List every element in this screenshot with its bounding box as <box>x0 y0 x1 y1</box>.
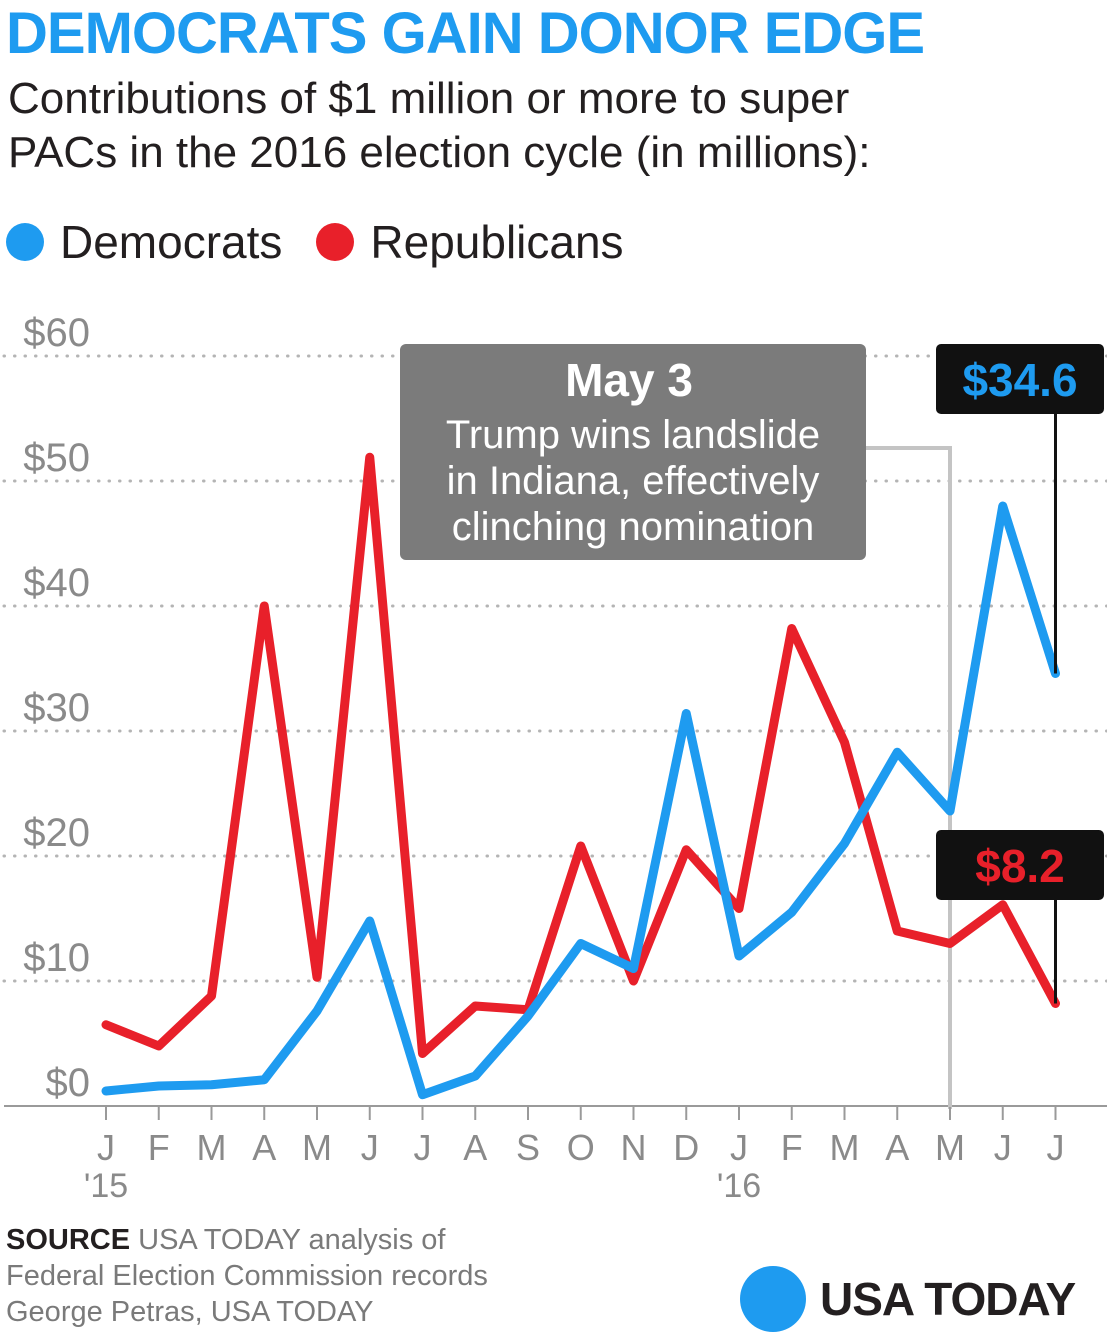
annotation-text-line: Trump wins landslide <box>446 413 820 457</box>
logo-text: USA TODAY <box>820 1273 1076 1325</box>
y-tick-label: $10 <box>23 936 90 980</box>
y-tick-label: $60 <box>23 311 90 355</box>
source-text: USA TODAY analysis of <box>138 1224 446 1256</box>
x-tick-label: S <box>516 1127 540 1168</box>
x-tick-label: A <box>463 1127 487 1168</box>
series-line-republicans <box>101 452 1060 1058</box>
x-tick-label: J <box>994 1127 1012 1168</box>
chart-title: DEMOCRATS GAIN DONOR EDGE <box>6 1 925 66</box>
legend-item-democrats: Democrats <box>6 215 282 269</box>
footer: SOURCE USA TODAY analysis of Federal Ele… <box>6 1222 488 1330</box>
y-tick-label: $40 <box>23 561 90 605</box>
x-tick-label: J <box>1047 1127 1065 1168</box>
x-tick-label: J <box>414 1127 432 1168</box>
usa-today-logo: USA TODAY <box>740 1266 1076 1332</box>
x-tick-label: J <box>730 1127 748 1168</box>
x-tick-label: F <box>781 1127 803 1168</box>
annotation-text-line: in Indiana, effectively <box>447 459 820 503</box>
end-label-box-democrats <box>936 344 1104 414</box>
x-tick-label: M <box>935 1127 965 1168</box>
legend-item-republicans: Republicans <box>316 215 624 269</box>
annotation-heading: May 3 <box>565 354 693 406</box>
x-year-label: '15 <box>84 1167 128 1205</box>
y-tick-label: $20 <box>23 811 90 855</box>
end-label-republicans: $8.2 <box>975 840 1065 892</box>
legend-swatch-republicans <box>316 223 355 261</box>
x-tick-label: M <box>830 1127 860 1168</box>
credit: George Petras, USA TODAY <box>6 1296 374 1328</box>
annotation-text-line: clinching nomination <box>452 505 814 549</box>
series-line-democrats <box>101 501 1060 1100</box>
x-tick-label: F <box>148 1127 170 1168</box>
logo-dot-icon <box>740 1266 806 1332</box>
x-tick-label: M <box>302 1127 332 1168</box>
chart-subtitle-line-1: Contributions of $1 million or more to s… <box>8 74 850 123</box>
end-label-democrats: $34.6 <box>962 354 1077 406</box>
y-tick-label: $0 <box>46 1061 91 1105</box>
x-tick-label: A <box>885 1127 909 1168</box>
line-chart: $0$10$20$30$40$50$60J F M A M J J A S O N D J F M A M J J'… <box>2 311 1107 1205</box>
annotation-box <box>400 344 866 560</box>
y-tick-label: $30 <box>23 686 90 730</box>
x-year-label: '16 <box>717 1167 761 1205</box>
x-tick-label: A <box>252 1127 276 1168</box>
legend-label-republicans: Republicans <box>370 216 624 268</box>
x-tick-label: N <box>621 1127 647 1168</box>
source-label: SOURCE <box>6 1224 131 1256</box>
legend: Democrats Republicans <box>6 212 658 272</box>
x-tick-label: D <box>673 1127 699 1168</box>
chart-subtitle-line-2: PACs in the 2016 election cycle (in mill… <box>8 128 871 177</box>
source-text-2: Federal Election Commission records <box>6 1260 488 1292</box>
x-tick-label: J <box>97 1127 115 1168</box>
legend-swatch-democrats <box>6 223 44 261</box>
legend-label-democrats: Democrats <box>60 216 283 268</box>
y-tick-label: $50 <box>23 436 90 480</box>
end-label-box-republicans <box>936 830 1104 900</box>
source-line: SOURCE USA TODAY analysis of <box>6 1222 488 1258</box>
x-tick-label: O <box>567 1127 595 1168</box>
x-tick-label: J <box>361 1127 379 1168</box>
x-tick-label: M <box>197 1127 227 1168</box>
